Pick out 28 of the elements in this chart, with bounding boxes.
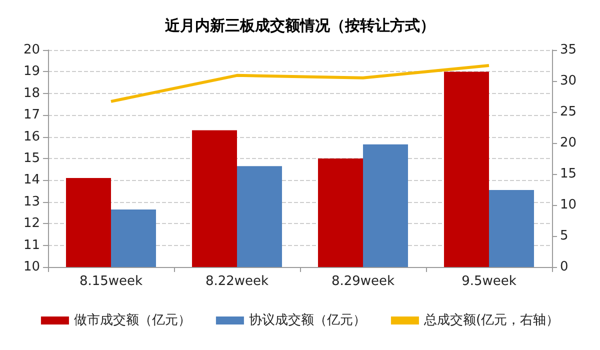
y-tick-label: 11 [23,238,40,253]
y2-tick-label: 25 [560,104,577,120]
legend-label: 协议成交额（亿元） [248,312,366,328]
chart-title: 近月内新三板成交额情况（按转让方式） [164,16,435,34]
y2-tick-label: 35 [560,42,577,58]
x-tick-label: 8.15week [79,274,144,289]
y2-tick-label: 20 [560,136,577,150]
y-tick-label: 14 [23,172,40,188]
y-tick-label: 10 [23,260,40,274]
y-tick-label: 18 [23,86,40,101]
x-tick-label: 8.29week [331,274,396,289]
y-tick-label: 17 [23,108,40,123]
y-tick-label: 12 [23,216,40,232]
y2-tick-label: 0 [560,260,568,274]
y2-tick-label: 30 [560,74,577,88]
line-series [110,64,490,103]
y2-tick-label: 15 [560,166,577,182]
legend-label: 做市成交额（亿元） [74,312,191,328]
y-tick-label: 15 [23,151,40,166]
y2-tick-label: 10 [560,198,577,212]
y-tick-label: 20 [23,42,40,58]
x-tick-label: 9.5week [462,274,517,289]
y2-tick-label: 5 [560,228,568,244]
x-tick-label: 8.22week [205,274,270,289]
legend-label: 总成交额(亿元，右轴） [422,312,560,328]
y-tick-label: 19 [23,64,40,80]
y-tick-label: 16 [23,129,40,144]
y-tick-label: 13 [23,194,40,210]
